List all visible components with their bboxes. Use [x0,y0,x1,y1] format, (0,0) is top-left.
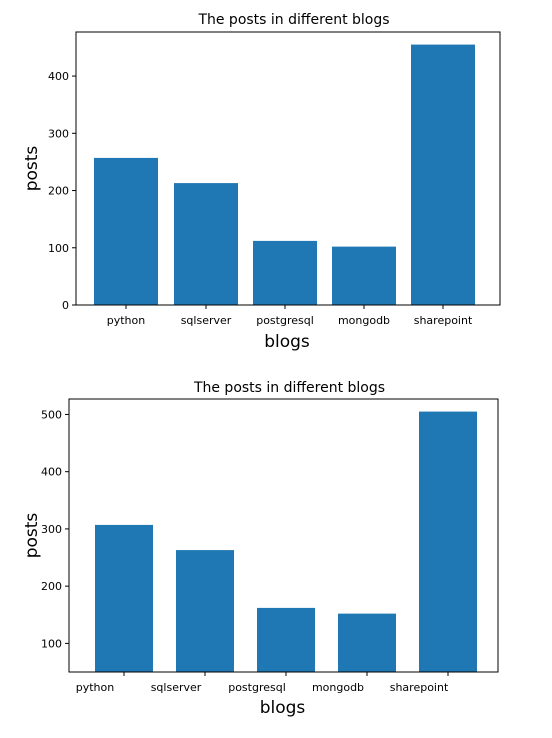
y-tick-label: 0 [62,299,69,312]
bar-mongodb [338,613,396,672]
y-axis-label: posts [22,146,42,192]
x-tick-label-python: python [107,314,146,327]
x-tick-label-postgresql: postgresql [228,681,286,694]
y-tick-label: 200 [48,185,69,198]
y-tick-label: 300 [41,523,62,536]
x-tick-label-sharepoint: sharepoint [414,314,473,327]
x-tick-label-mongodb: mongodb [338,314,390,327]
chart-1: 0 100 200 300 400 python sqlserver postgresql mo… [22,12,501,352]
bar-sqlserver [176,550,234,672]
y-tick-label: 400 [48,70,69,83]
y-tick-label: 300 [48,127,69,140]
bar-postgresql [257,607,315,672]
x-tick-label-sqlserver: sqlserver [181,314,232,327]
y-tick-label: 100 [48,242,69,255]
plot-frame [75,31,501,306]
bar-python [94,157,158,305]
y-tick-label: 200 [41,580,62,593]
chart-2: 100 200 300 400 500 python sqlserver postgresql… [22,380,499,718]
x-tick-label-python: python [76,681,115,694]
y-tick-label: 400 [41,466,62,479]
bar-sharepoint [411,44,475,306]
x-axis-label: blogs [260,698,306,718]
x-tick-label-sqlserver: sqlserver [151,681,202,694]
plot-frame [68,398,499,673]
y-axis-label: posts [22,513,42,559]
bar-python [95,524,153,672]
bar-mongodb [332,246,396,305]
x-tick-label-sharepoint: sharepoint [390,681,449,694]
bar-sharepoint [419,411,477,672]
y-tick-label: 100 [41,637,62,650]
x-tick-label-mongodb: mongodb [312,681,364,694]
y-tick-label: 500 [41,408,62,421]
x-tick-label-postgresql: postgresql [256,314,314,327]
chart-title: The posts in different blogs [193,380,385,396]
bar-postgresql [253,240,317,305]
x-axis-label: blogs [264,332,310,352]
bar-sqlserver [174,183,238,305]
chart-title: The posts in different blogs [197,12,389,28]
